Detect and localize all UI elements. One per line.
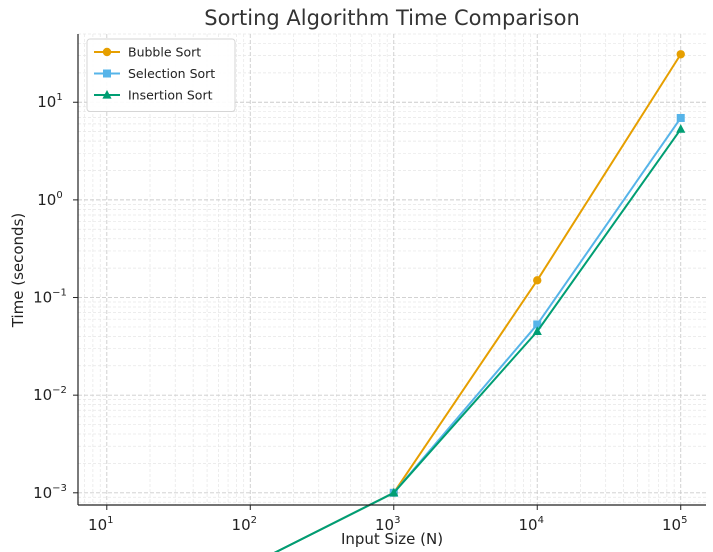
- series-layer: [273, 50, 686, 552]
- series-bubble-sort: [273, 50, 685, 552]
- series-insertion-sort: [273, 124, 686, 552]
- data-point: [532, 326, 542, 335]
- data-point: [676, 50, 685, 59]
- legend-swatch-marker: [102, 90, 112, 99]
- legend-item: Selection Sort: [94, 66, 215, 81]
- y-tick-label: 100: [37, 190, 62, 209]
- x-axis-label: Input Size (N): [341, 530, 443, 548]
- x-tick-label: 104: [519, 515, 544, 534]
- legend-label: Insertion Sort: [128, 88, 213, 103]
- y-tick-label: 10−1: [33, 288, 67, 307]
- y-tick-label: 10−2: [33, 385, 67, 404]
- data-point: [389, 487, 399, 497]
- x-tick-label: 101: [88, 515, 113, 534]
- x-tick-label: 103: [375, 515, 400, 534]
- y-axis-label: Time (seconds): [9, 213, 27, 329]
- legend: Bubble Sort Selection Sort Insertion Sort: [86, 38, 236, 112]
- axes-layer: [77, 34, 706, 506]
- data-point: [676, 124, 686, 133]
- legend-swatch-marker: [103, 69, 111, 78]
- tick-layer: 101 102 103 104 105 10−3 10−2 10−1 100 101: [33, 92, 687, 534]
- y-tick-label: 10−3: [33, 483, 67, 502]
- x-tick-label: 102: [232, 515, 257, 534]
- y-tick-label: 101: [37, 92, 62, 111]
- data-point: [676, 113, 685, 122]
- series-selection-sort: [273, 113, 685, 552]
- data-point: [533, 320, 542, 329]
- data-point: [533, 276, 542, 285]
- legend-label: Bubble Sort: [128, 45, 201, 60]
- series-line: [273, 53, 682, 552]
- series-line: [273, 128, 682, 552]
- legend-swatch-marker: [102, 47, 112, 57]
- series-line: [273, 117, 682, 552]
- legend-frame: [86, 38, 236, 112]
- legend-item: Bubble Sort: [94, 45, 201, 60]
- legend-item: Insertion Sort: [94, 88, 213, 103]
- x-tick-label: 105: [662, 515, 687, 534]
- legend-label: Selection Sort: [128, 66, 215, 81]
- chart-title: Sorting Algorithm Time Comparison: [204, 6, 580, 30]
